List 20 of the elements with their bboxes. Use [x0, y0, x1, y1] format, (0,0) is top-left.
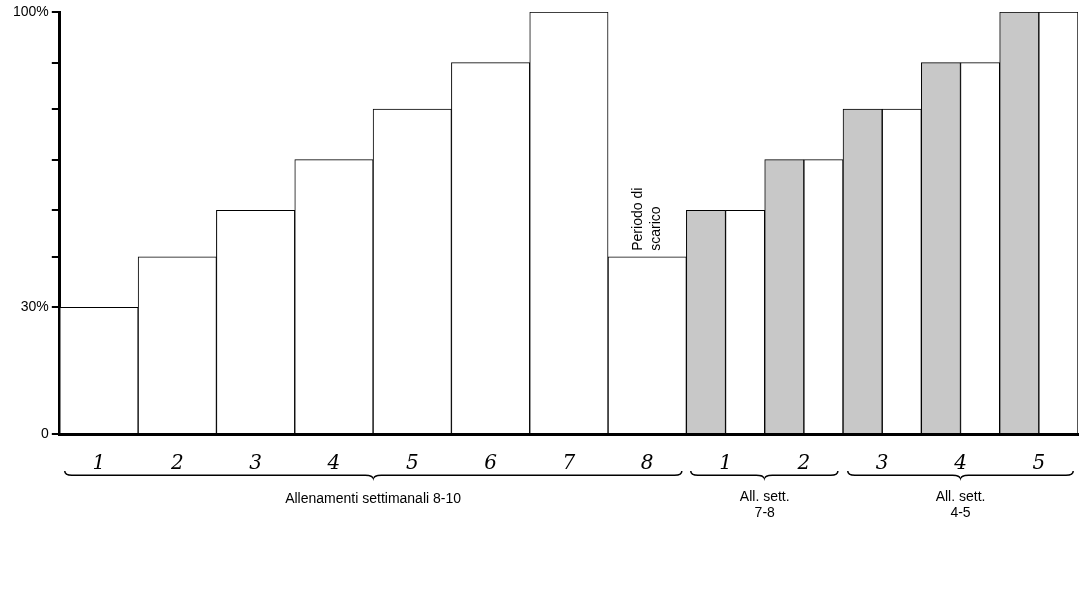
x-tick-label: 5: [1032, 450, 1046, 475]
text: Allenamenti settimanali 8-10: [285, 489, 462, 506]
x-tick-label: 7: [562, 450, 576, 475]
text: All. sett. 4-5: [935, 487, 986, 520]
y-tick-label: 100%: [12, 2, 49, 19]
x-tick-label: 3: [875, 450, 889, 475]
y-tick-label: 30%: [20, 298, 49, 315]
x-tick-label: 4: [326, 450, 341, 475]
annotation: Periodo di scarico: [629, 187, 664, 251]
x-tick-label: 2: [169, 450, 184, 475]
x-tick-label: 8: [640, 450, 654, 475]
x-tick-label: 1: [719, 450, 732, 475]
x-tick-label: 6: [484, 450, 498, 475]
y-tick-label: 0: [41, 424, 50, 441]
x-tick-label: 5: [405, 450, 419, 475]
x-tick-label: 3: [249, 450, 262, 475]
x-tick-label: 1: [92, 450, 106, 475]
x-tick-label: 2: [796, 450, 811, 475]
text: All. sett. 7-8: [739, 487, 790, 520]
x-tick-label: 4: [953, 450, 967, 475]
